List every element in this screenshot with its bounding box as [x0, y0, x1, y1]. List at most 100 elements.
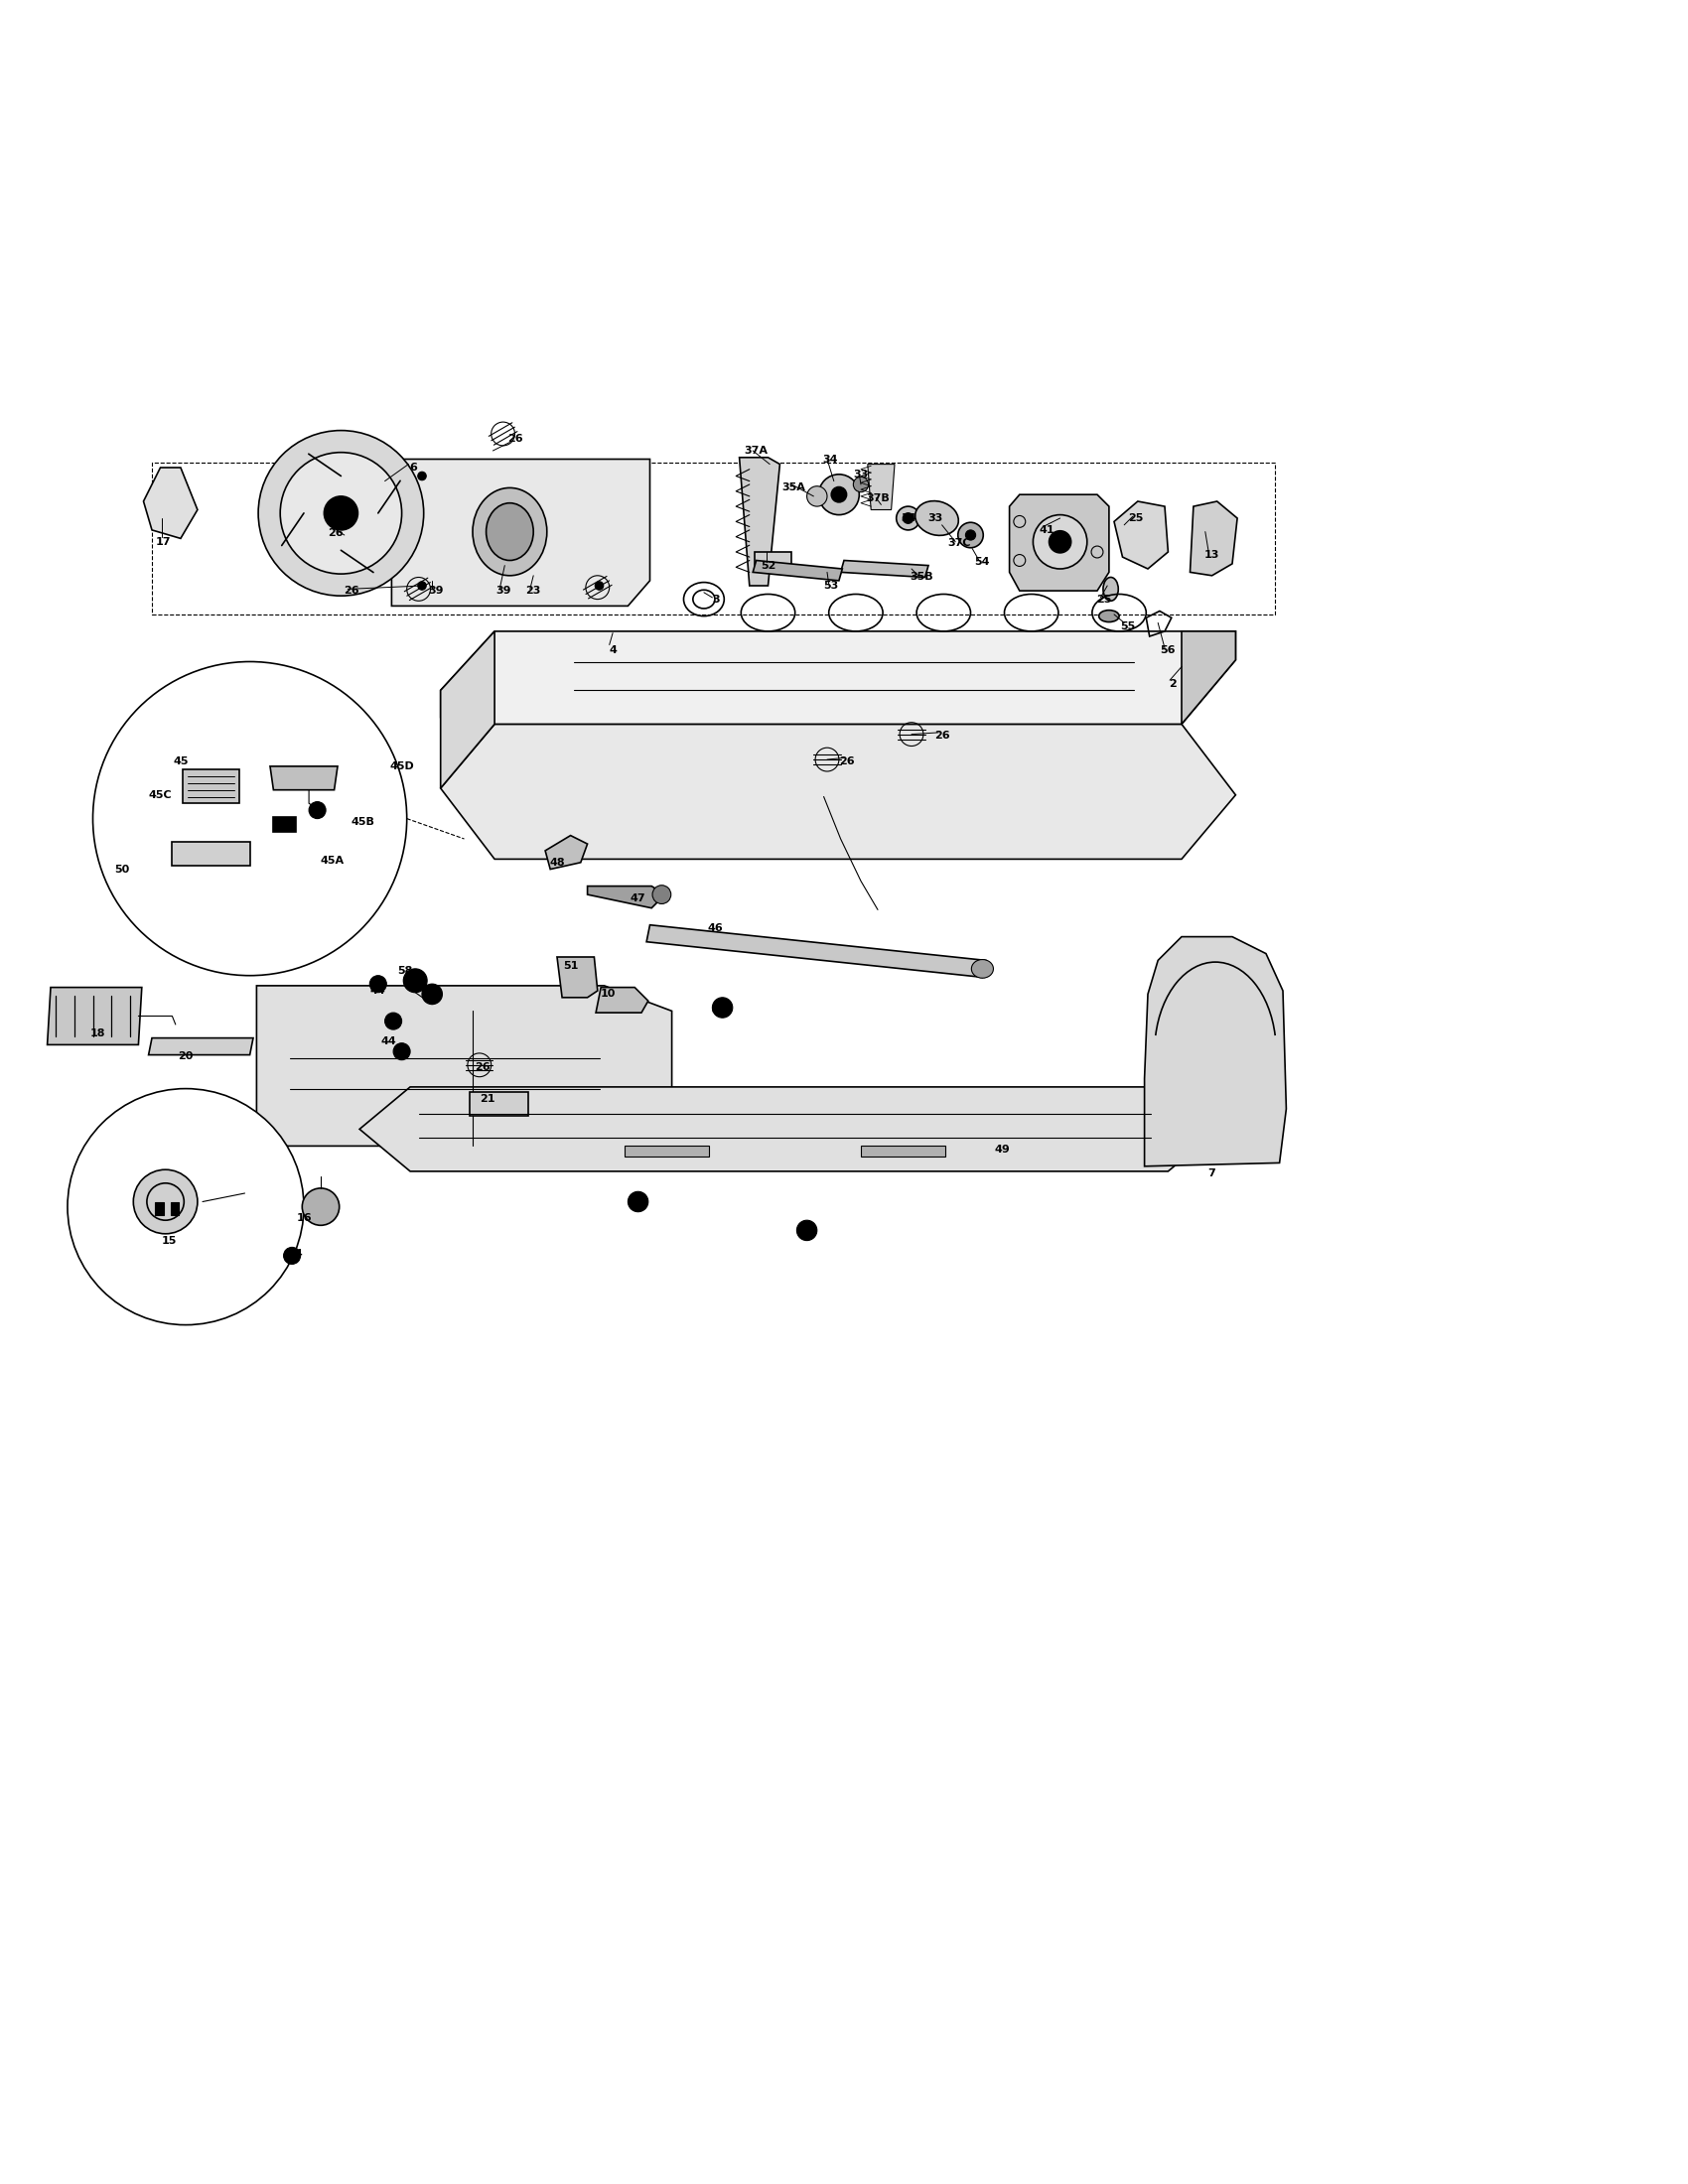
Text: 44: 44 — [380, 1037, 397, 1046]
Text: 33: 33 — [854, 470, 868, 478]
Text: 48: 48 — [549, 858, 565, 867]
Ellipse shape — [903, 513, 913, 524]
Ellipse shape — [473, 487, 547, 577]
Ellipse shape — [957, 522, 982, 548]
Text: 45D: 45D — [390, 762, 414, 771]
Text: 56: 56 — [1160, 644, 1177, 655]
Text: 44: 44 — [370, 985, 387, 996]
Circle shape — [68, 1088, 304, 1326]
Circle shape — [628, 1192, 648, 1212]
Ellipse shape — [966, 531, 976, 539]
Text: 35B: 35B — [910, 572, 933, 583]
Ellipse shape — [1033, 515, 1087, 568]
Text: 26: 26 — [839, 756, 856, 767]
Text: 26: 26 — [506, 435, 523, 443]
Ellipse shape — [1099, 609, 1119, 622]
Text: 26: 26 — [933, 732, 950, 740]
Text: 25: 25 — [1128, 513, 1144, 524]
Polygon shape — [270, 767, 338, 791]
Ellipse shape — [915, 500, 959, 535]
Polygon shape — [625, 1147, 709, 1155]
Text: 51: 51 — [562, 961, 579, 970]
Ellipse shape — [486, 502, 533, 561]
Text: 41: 41 — [1038, 524, 1055, 535]
Text: 6: 6 — [410, 463, 417, 472]
Polygon shape — [861, 1147, 945, 1155]
Text: 10: 10 — [599, 989, 616, 998]
Text: 55: 55 — [1121, 620, 1134, 631]
Text: 35A: 35A — [782, 483, 805, 494]
Text: 34: 34 — [822, 454, 839, 465]
Text: 45B: 45B — [351, 817, 375, 828]
Polygon shape — [1114, 502, 1168, 568]
Polygon shape — [441, 631, 495, 788]
Polygon shape — [143, 467, 197, 539]
Circle shape — [422, 985, 442, 1005]
Text: 3: 3 — [712, 594, 719, 605]
Polygon shape — [1190, 502, 1237, 577]
Text: 18: 18 — [89, 1029, 106, 1037]
Polygon shape — [273, 817, 295, 832]
Text: 26: 26 — [343, 585, 360, 596]
Polygon shape — [868, 465, 895, 509]
Text: 58: 58 — [397, 965, 414, 976]
Ellipse shape — [819, 474, 859, 515]
Ellipse shape — [852, 476, 868, 491]
Polygon shape — [257, 985, 672, 1147]
Circle shape — [370, 976, 387, 992]
Polygon shape — [1144, 937, 1286, 1166]
Text: 4: 4 — [609, 644, 616, 655]
Polygon shape — [172, 843, 250, 865]
Text: 39: 39 — [427, 585, 444, 596]
Polygon shape — [1182, 631, 1236, 725]
Text: 20: 20 — [177, 1051, 194, 1061]
Text: 52: 52 — [760, 561, 776, 570]
Text: 37C: 37C — [947, 539, 971, 548]
Text: 53: 53 — [824, 581, 837, 590]
Ellipse shape — [133, 1171, 197, 1234]
Text: 39: 39 — [495, 585, 511, 596]
Polygon shape — [557, 957, 598, 998]
Circle shape — [393, 1044, 410, 1059]
Text: 45: 45 — [172, 756, 189, 767]
Text: 15: 15 — [160, 1236, 177, 1245]
Circle shape — [284, 1247, 300, 1265]
Polygon shape — [360, 1088, 1219, 1171]
Text: 16: 16 — [295, 1214, 312, 1223]
Ellipse shape — [971, 959, 993, 978]
Ellipse shape — [1048, 531, 1070, 553]
Text: 26: 26 — [327, 529, 344, 537]
Circle shape — [712, 998, 733, 1018]
Text: 44: 44 — [798, 1223, 815, 1232]
Text: 50: 50 — [115, 865, 128, 874]
Ellipse shape — [1104, 577, 1119, 601]
Circle shape — [309, 802, 326, 819]
Polygon shape — [755, 553, 792, 572]
Polygon shape — [596, 987, 648, 1013]
Text: 23: 23 — [525, 585, 542, 596]
Text: 46: 46 — [707, 924, 724, 933]
Polygon shape — [469, 1092, 528, 1116]
Ellipse shape — [258, 430, 424, 596]
Polygon shape — [441, 631, 1236, 725]
Polygon shape — [753, 561, 842, 581]
Polygon shape — [647, 926, 986, 976]
Polygon shape — [155, 1201, 164, 1214]
Ellipse shape — [280, 452, 402, 574]
Ellipse shape — [594, 581, 604, 590]
Ellipse shape — [324, 496, 358, 531]
Text: 21: 21 — [479, 1094, 496, 1103]
Ellipse shape — [417, 472, 425, 480]
Polygon shape — [587, 887, 665, 909]
Ellipse shape — [928, 507, 942, 522]
Text: 37A: 37A — [744, 446, 768, 456]
Polygon shape — [392, 459, 650, 605]
Text: 54: 54 — [974, 557, 991, 568]
Polygon shape — [841, 561, 928, 577]
Polygon shape — [47, 987, 142, 1044]
Text: 37B: 37B — [866, 494, 890, 502]
Text: 17: 17 — [155, 537, 172, 546]
Polygon shape — [1009, 494, 1109, 590]
Polygon shape — [739, 456, 780, 585]
Text: 49: 49 — [994, 1144, 1011, 1155]
